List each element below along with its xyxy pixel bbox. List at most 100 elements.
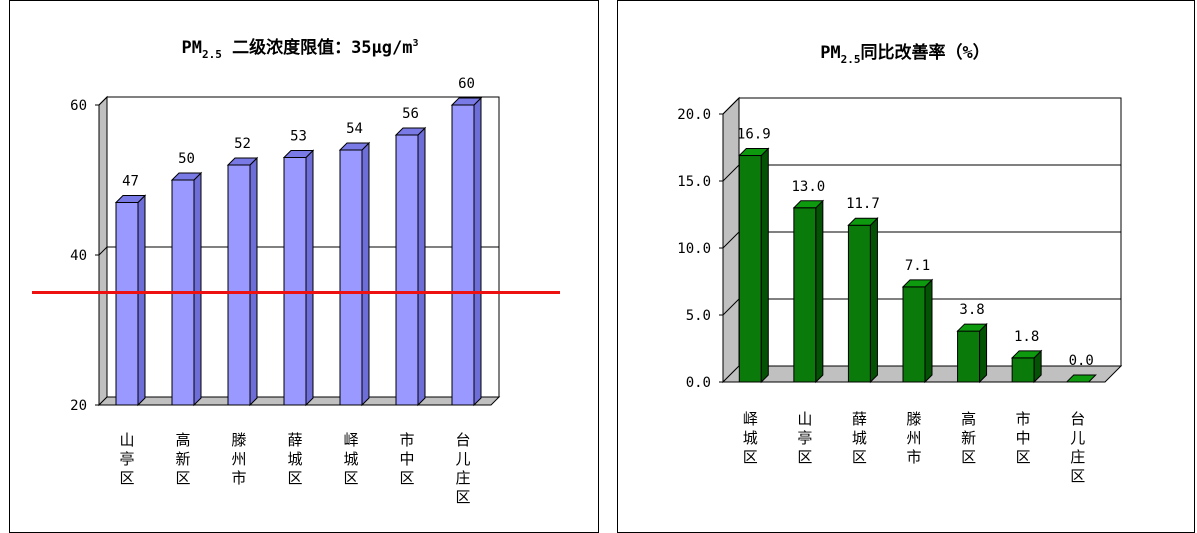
category-label-char: 区 bbox=[852, 448, 867, 466]
gridline-side bbox=[722, 231, 740, 249]
gridline-side bbox=[722, 298, 740, 316]
gridline-side bbox=[98, 246, 108, 256]
bar bbox=[1011, 357, 1035, 383]
y-tick-label: 15.0 bbox=[677, 174, 711, 190]
y-tick-label: 20.0 bbox=[677, 107, 711, 123]
data-label: 13.0 bbox=[791, 179, 825, 195]
data-label: 11.7 bbox=[846, 196, 880, 212]
data-label: 0.0 bbox=[1069, 353, 1094, 369]
bar-top bbox=[450, 97, 483, 106]
category-label-char: 亭 bbox=[119, 450, 134, 468]
bar bbox=[902, 286, 926, 383]
category-label-char: 区 bbox=[455, 488, 470, 506]
bar bbox=[339, 149, 363, 406]
bar-top bbox=[956, 323, 988, 332]
bar-side bbox=[869, 217, 878, 384]
bar-top bbox=[338, 142, 371, 151]
bar bbox=[793, 207, 817, 383]
category-label-char: 庄 bbox=[455, 469, 470, 487]
y-tick-label: 5.0 bbox=[686, 308, 711, 324]
bar-side bbox=[815, 199, 824, 384]
category-label-char: 区 bbox=[399, 469, 414, 487]
title-main: PM bbox=[820, 43, 840, 63]
bar bbox=[115, 202, 139, 406]
y-tick-label: 40 bbox=[70, 248, 87, 264]
category-label-char: 区 bbox=[119, 469, 134, 487]
data-label: 47 bbox=[122, 174, 139, 190]
bar-top bbox=[394, 127, 427, 136]
title-rest: 同比改善率（%） bbox=[861, 42, 990, 63]
category-label-char: 区 bbox=[343, 469, 358, 487]
data-label: 56 bbox=[402, 106, 419, 122]
pm25-concentration-chart: PM2.5 二级浓度限值：35μg/m3 20 40 60 47 山亭区 50 高新区 52 滕州… bbox=[32, 37, 560, 506]
bar bbox=[847, 224, 871, 383]
bar-side bbox=[361, 141, 370, 407]
category-label-char: 城 bbox=[343, 450, 358, 468]
bar bbox=[227, 164, 251, 406]
bar-side bbox=[473, 96, 482, 407]
data-label: 7.1 bbox=[905, 258, 930, 274]
y-tick-label: 60 bbox=[70, 98, 87, 114]
bar-side bbox=[924, 278, 933, 384]
title-superscript: 3 bbox=[412, 38, 418, 49]
chart-title: PM2.5 二级浓度限值：35μg/m3 bbox=[181, 37, 418, 61]
bar-top bbox=[1010, 350, 1043, 359]
category-label-char: 高 bbox=[961, 410, 976, 428]
data-label: 1.8 bbox=[1014, 329, 1039, 345]
chart-panel-left: PM2.5 二级浓度限值：35μg/m3 20 40 60 47 山亭区 50 高新区 52 滕州… bbox=[9, 0, 599, 533]
category-label-char: 区 bbox=[175, 469, 190, 487]
category-label-char: 庄 bbox=[1070, 448, 1085, 466]
gridline-side bbox=[98, 96, 108, 106]
category-label-char: 区 bbox=[1070, 467, 1085, 485]
bar-top bbox=[170, 172, 203, 181]
gridline-side bbox=[722, 97, 740, 115]
category-label-char: 城 bbox=[743, 429, 758, 447]
bar-top bbox=[1065, 374, 1097, 383]
category-label-char: 新 bbox=[175, 450, 190, 468]
title-main: PM bbox=[181, 38, 201, 58]
bar bbox=[451, 104, 475, 406]
chart-panel-right: PM2.5同比改善率（%） 0.0 5.0 10.0 15.0 20.0 16.9 峄城区 13… bbox=[617, 0, 1195, 533]
category-label-char: 区 bbox=[287, 469, 302, 487]
category-label-char: 中 bbox=[1016, 429, 1031, 447]
category-label-char: 高 bbox=[175, 431, 190, 449]
title-subscript: 2.5 bbox=[841, 53, 861, 66]
category-label-char: 儿 bbox=[455, 450, 470, 468]
category-label-char: 峄 bbox=[343, 431, 358, 449]
bar-side bbox=[417, 126, 426, 407]
pm25-improvement-chart: PM2.5同比改善率（%） 0.0 5.0 10.0 15.0 20.0 16.9 峄城区 13… bbox=[677, 42, 1123, 485]
data-label: 53 bbox=[290, 129, 307, 145]
bar-top bbox=[847, 217, 879, 226]
category-label-char: 滕 bbox=[906, 410, 921, 428]
category-label-char: 区 bbox=[797, 448, 812, 466]
category-label-char: 滕 bbox=[231, 431, 246, 449]
data-label: 52 bbox=[234, 136, 251, 152]
bar-side bbox=[979, 322, 988, 384]
title-rest: 二级浓度限值：35μg/m bbox=[222, 37, 413, 58]
bar bbox=[395, 134, 419, 406]
bar-top bbox=[792, 200, 825, 209]
bar bbox=[738, 155, 762, 383]
bar bbox=[283, 157, 307, 406]
chart-title: PM2.5同比改善率（%） bbox=[820, 42, 990, 66]
category-label-char: 山 bbox=[119, 431, 134, 449]
category-label-char: 州 bbox=[906, 429, 921, 447]
bar-side bbox=[249, 156, 258, 407]
category-label-char: 区 bbox=[1016, 448, 1031, 466]
bar-top bbox=[226, 157, 259, 166]
category-label-char: 区 bbox=[961, 448, 976, 466]
category-label-char: 薛 bbox=[287, 431, 302, 449]
bar-side bbox=[305, 149, 314, 407]
category-label-char: 市 bbox=[906, 448, 921, 466]
data-label: 60 bbox=[458, 76, 475, 92]
category-label-char: 中 bbox=[399, 450, 414, 468]
category-label-char: 新 bbox=[961, 429, 976, 447]
y-tick-label: 10.0 bbox=[677, 241, 711, 257]
category-label-char: 台 bbox=[1070, 410, 1085, 428]
data-label: 3.8 bbox=[959, 302, 984, 318]
category-label-char: 市 bbox=[399, 431, 414, 449]
bar-top bbox=[738, 148, 770, 157]
data-label: 16.9 bbox=[737, 127, 771, 143]
category-label-char: 区 bbox=[743, 448, 758, 466]
category-label-char: 台 bbox=[455, 431, 470, 449]
